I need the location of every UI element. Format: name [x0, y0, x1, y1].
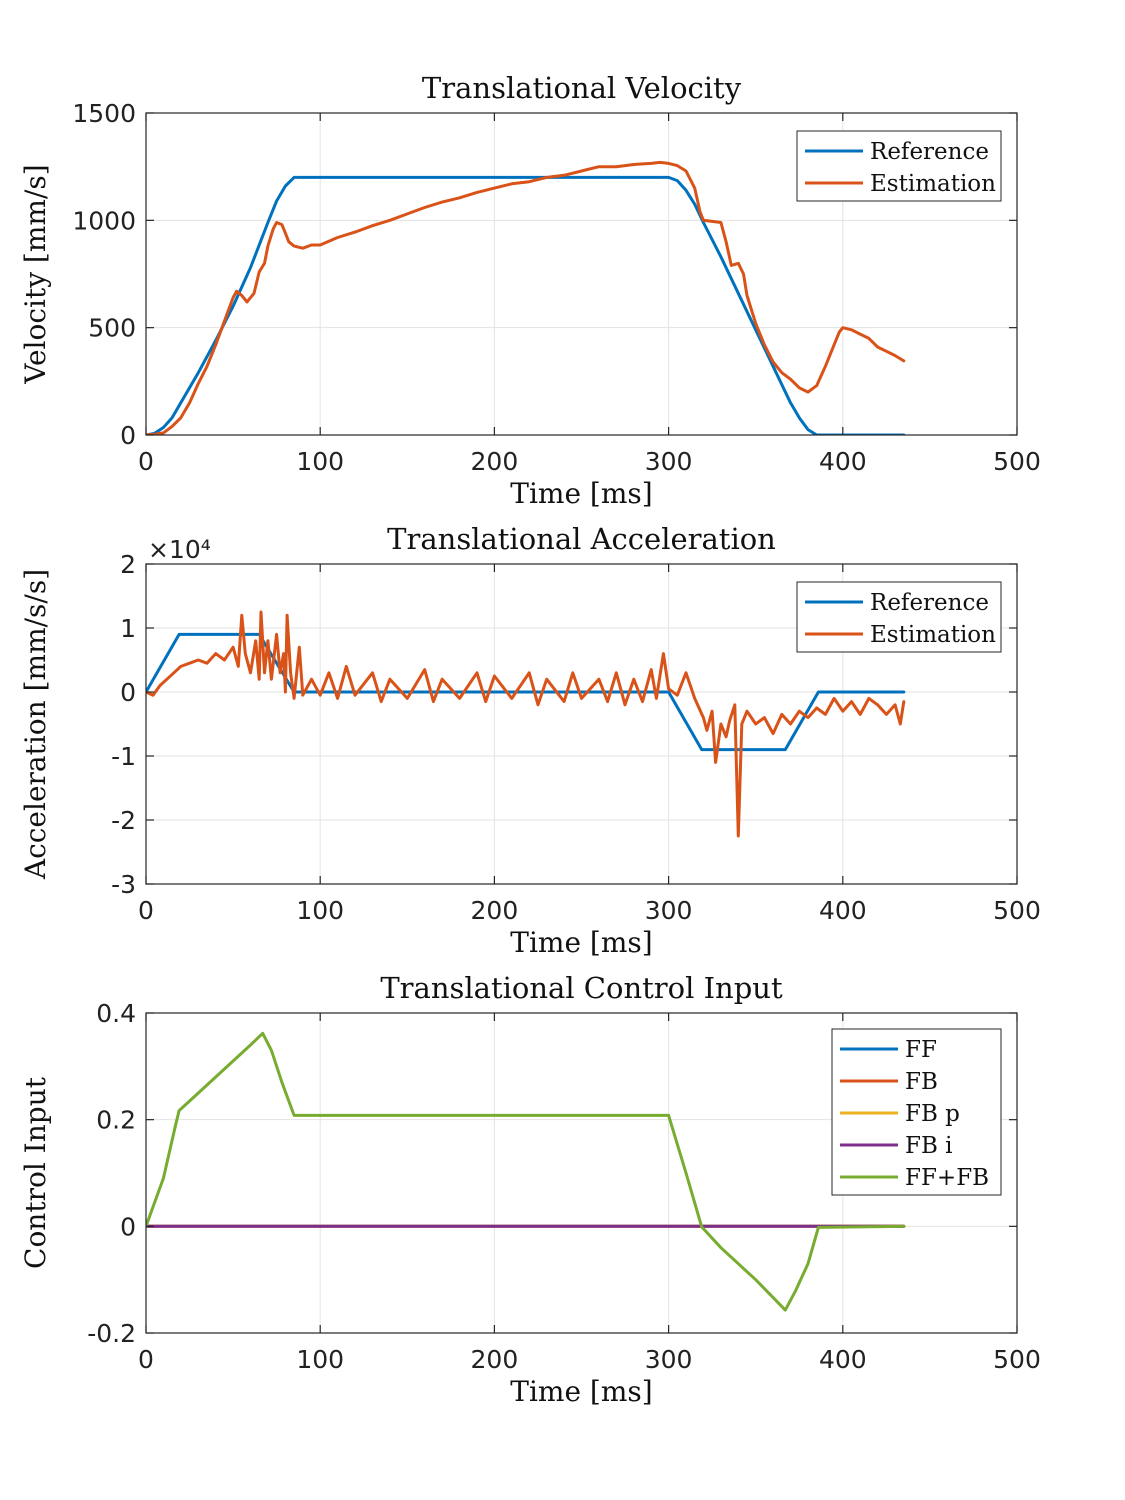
legend-box	[796, 130, 1002, 202]
x-tick-label: 100	[296, 1345, 344, 1374]
x-tick-label: 400	[819, 447, 867, 476]
legend-entry: Reference	[870, 590, 989, 616]
y-exponent-label: ×10⁴	[148, 535, 211, 564]
y-tick-label: -1	[111, 742, 136, 771]
x-tick-label: 200	[471, 447, 519, 476]
legend: Reference Estimation	[796, 130, 1002, 202]
chart-1: 0 100 200 300 400 500 0 500 1000 1500 Translationa…	[19, 71, 1041, 510]
x-tick-label: 400	[819, 896, 867, 925]
y-tick-label: 1500	[72, 99, 136, 128]
y-tick-label: 0	[120, 1212, 136, 1241]
x-tick-label: 500	[993, 896, 1041, 925]
axes-box	[145, 563, 1018, 885]
y-tick-label: 500	[88, 314, 136, 343]
legend-box	[796, 581, 1002, 653]
series-line-reference	[146, 175, 906, 435]
x-axis-label: Time [ms]	[510, 1375, 652, 1408]
legend: FF FB FB p FB i FF+FB	[831, 1028, 1002, 1196]
legend: Reference Estimation	[796, 581, 1002, 653]
x-tick-label: 500	[993, 447, 1041, 476]
x-tick-label: 200	[471, 1345, 519, 1374]
legend-entry: FB i	[905, 1133, 953, 1159]
chart-title: Translational Control Input	[380, 971, 783, 1005]
series-line-reference	[146, 632, 906, 752]
chart-title: Translational Velocity	[422, 71, 742, 105]
y-tick-label: 0.4	[96, 999, 136, 1028]
series-group	[146, 1031, 906, 1312]
x-tick-label: 400	[819, 1345, 867, 1374]
chart-title: Translational Acceleration	[387, 522, 776, 556]
y-axis-label: Control Input	[19, 1076, 52, 1269]
y-tick-label: -2	[111, 806, 136, 835]
series-group	[146, 160, 906, 435]
x-tick-label: 0	[138, 1345, 154, 1374]
x-tick-label: 300	[645, 447, 693, 476]
x-tick-label: 100	[296, 896, 344, 925]
y-tick-label: 2	[120, 550, 136, 579]
y-tick-label: 0	[120, 678, 136, 707]
x-tick-label: 200	[471, 896, 519, 925]
y-tick-label: -0.2	[87, 1319, 136, 1348]
legend-entry: Estimation	[870, 171, 996, 197]
legend-entry: FB	[905, 1069, 938, 1095]
x-axis-label: Time [ms]	[510, 926, 652, 959]
x-tick-label: 0	[138, 447, 154, 476]
chart-2: 0 100 200 300 400 500 -3 -2 -1 0 1 2 ×10⁴ Translation…	[19, 522, 1041, 959]
y-tick-label: 0.2	[96, 1106, 136, 1135]
axes-box	[145, 112, 1018, 436]
x-tick-label: 500	[993, 1345, 1041, 1374]
x-tick-label: 300	[645, 896, 693, 925]
x-tick-label: 100	[296, 447, 344, 476]
y-tick-label: -3	[111, 870, 136, 899]
series-line-estimation	[146, 610, 906, 838]
axes-box	[145, 1012, 1018, 1334]
y-tick-label: 1	[120, 614, 136, 643]
legend-entry: FB p	[905, 1101, 960, 1127]
y-tick-label: 0	[120, 421, 136, 450]
y-axis-label: Acceleration [mm/s/s]	[19, 569, 52, 880]
x-tick-label: 300	[645, 1345, 693, 1374]
x-tick-label: 0	[138, 896, 154, 925]
series-group	[146, 610, 906, 838]
x-axis-label: Time [ms]	[510, 477, 652, 510]
series-line-ff-fb	[146, 1031, 906, 1312]
y-axis-label: Velocity [mm/s]	[19, 164, 52, 384]
legend-entry: FF	[905, 1037, 937, 1063]
series-line-estimation	[146, 160, 906, 435]
chart-3: 0 100 200 300 400 500-0.200.20.4Translational…	[19, 971, 1041, 1408]
y-tick-label: 1000	[72, 206, 136, 235]
legend-entry: Estimation	[870, 622, 996, 648]
legend-entry: FF+FB	[905, 1165, 989, 1191]
legend-entry: Reference	[870, 139, 989, 165]
